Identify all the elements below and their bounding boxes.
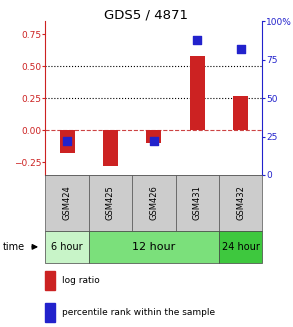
Text: 12 hour: 12 hour: [132, 242, 176, 252]
Point: [151, 139, 156, 144]
Bar: [219, 231, 262, 263]
Bar: [219, 175, 262, 231]
Text: GSM424: GSM424: [63, 185, 71, 220]
Text: time: time: [3, 242, 25, 252]
Bar: [233, 95, 248, 130]
Bar: [89, 231, 219, 263]
Text: GSM425: GSM425: [106, 185, 115, 220]
Text: GDS5 / 4871: GDS5 / 4871: [105, 8, 188, 21]
Text: log ratio: log ratio: [62, 276, 99, 285]
Bar: [45, 271, 55, 290]
Text: 6 hour: 6 hour: [51, 242, 83, 252]
Text: 24 hour: 24 hour: [222, 242, 260, 252]
Bar: [190, 56, 205, 130]
Bar: [89, 175, 132, 231]
Bar: [176, 175, 219, 231]
Text: percentile rank within the sample: percentile rank within the sample: [62, 308, 215, 317]
Text: GSM431: GSM431: [193, 185, 202, 220]
Bar: [45, 303, 55, 322]
Point: [195, 37, 200, 42]
Point: [238, 46, 243, 52]
Bar: [103, 130, 118, 166]
Text: GSM432: GSM432: [236, 185, 245, 220]
Bar: [132, 175, 176, 231]
Bar: [59, 130, 75, 153]
Bar: [45, 231, 89, 263]
Text: GSM426: GSM426: [149, 185, 158, 220]
Point: [65, 139, 69, 144]
Bar: [146, 130, 161, 143]
Bar: [45, 175, 89, 231]
